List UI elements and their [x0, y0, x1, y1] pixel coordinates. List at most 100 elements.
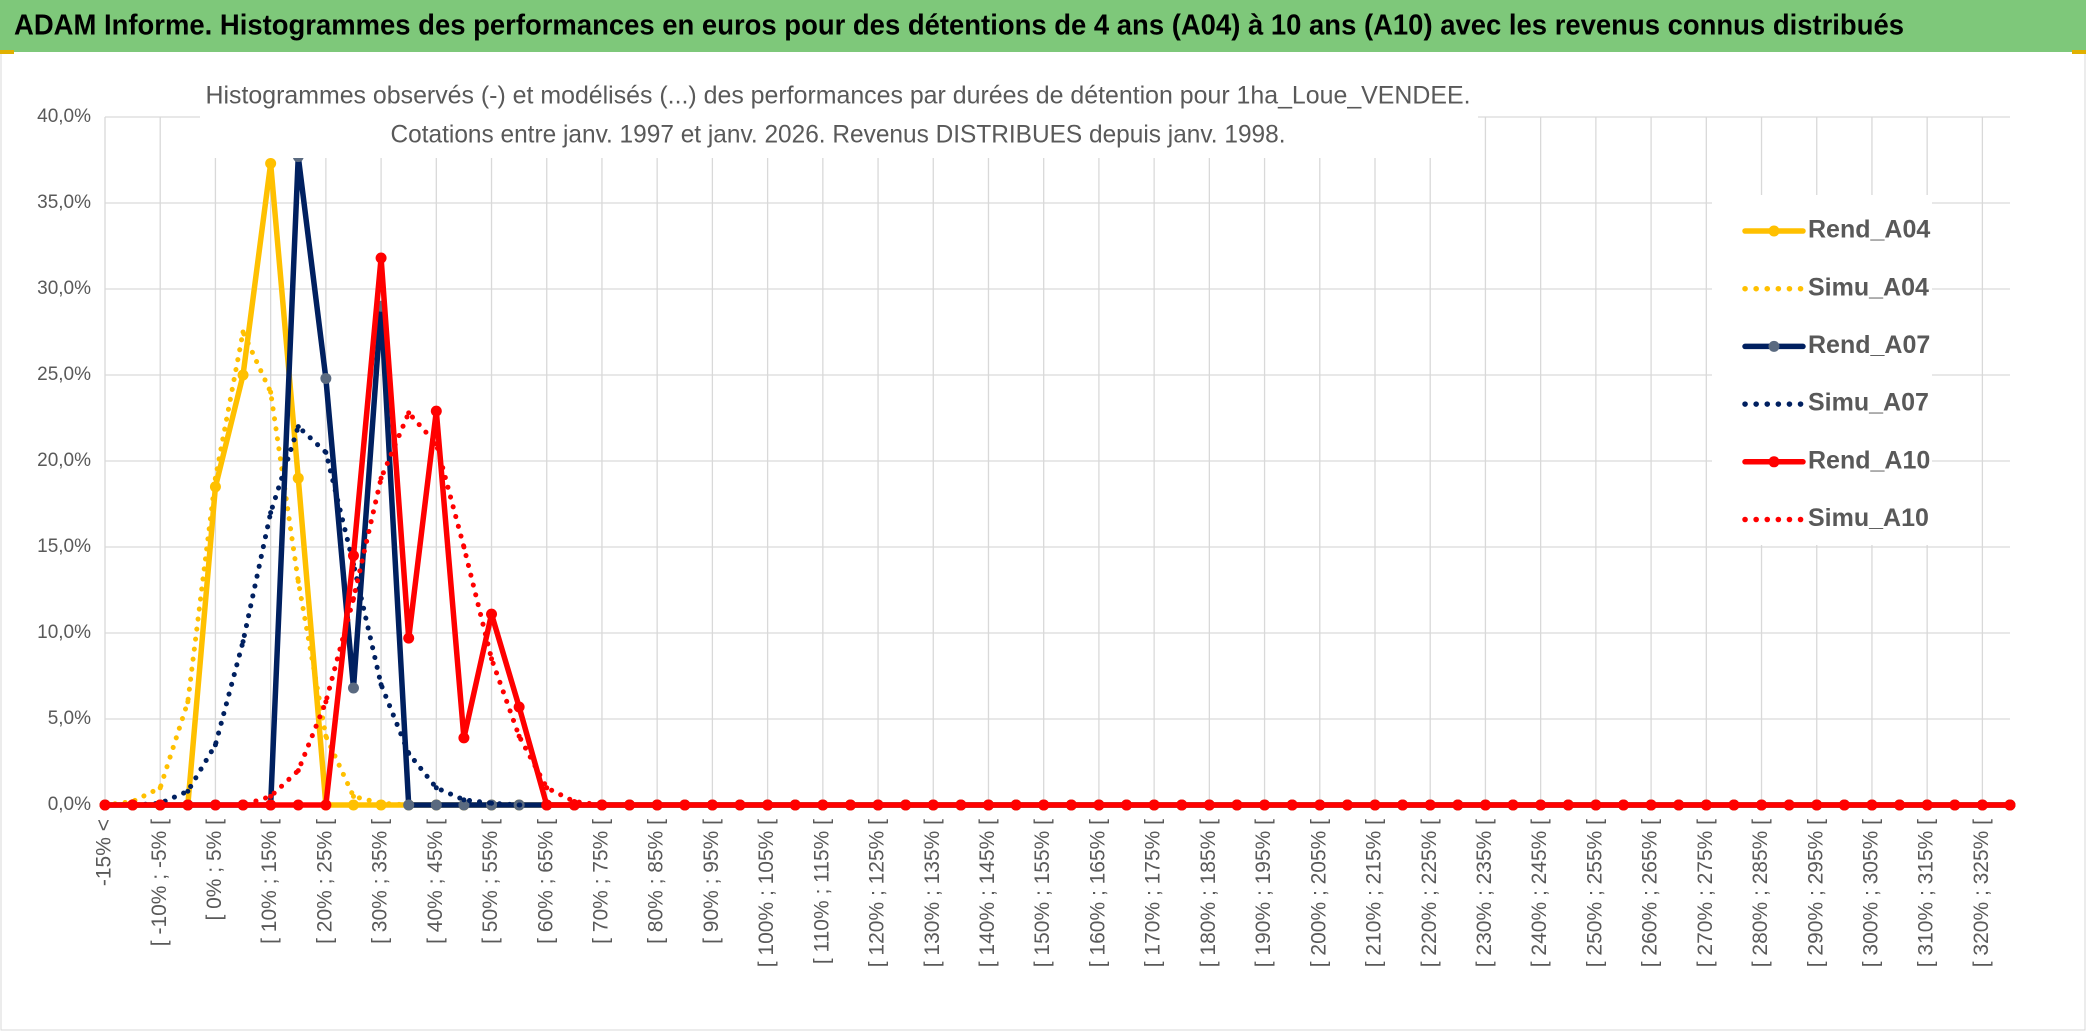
data-point: [1759, 802, 1765, 808]
y-tick-label: 40,0%: [37, 106, 91, 127]
data-point: [157, 802, 163, 808]
x-tick-label: [ 280% ; 285% [: [1749, 819, 1772, 967]
data-point: [1124, 802, 1130, 808]
data-point: [458, 799, 470, 811]
x-tick-label: [ 120% ; 125% [: [866, 819, 889, 967]
data-point: [292, 799, 304, 811]
data-point: [430, 799, 442, 811]
data-point: [541, 799, 553, 811]
data-point: [1703, 802, 1709, 808]
y-tick-label: 0,0%: [48, 794, 91, 815]
data-point: [903, 802, 909, 808]
legend-label: Rend_A10: [1808, 446, 1930, 474]
data-point: [1952, 802, 1958, 808]
chart-subtitle: Histogrammes observés (-) et modélisés (…: [206, 82, 1471, 110]
x-tick-label: [ 20% ; 25% [: [313, 819, 336, 944]
data-point: [295, 424, 301, 430]
data-point: [157, 785, 163, 791]
data-point: [295, 578, 301, 584]
data-point: [240, 329, 246, 335]
data-point: [765, 802, 771, 808]
data-point: [102, 802, 108, 808]
x-tick-label: -15% <: [93, 819, 116, 886]
data-point: [212, 802, 218, 808]
data-point: [320, 372, 332, 384]
data-point: [792, 802, 798, 808]
x-tick-label: [ 110% ; 115% [: [810, 819, 833, 964]
legend-marker: [1768, 456, 1780, 468]
data-point: [375, 252, 387, 264]
chart-title: ADAM Informe. Histogrammes des performan…: [14, 10, 1904, 42]
corner: [2072, 50, 2086, 54]
data-point: [486, 608, 498, 620]
data-point: [1979, 802, 1985, 808]
data-point: [350, 596, 356, 602]
data-point: [820, 802, 826, 808]
data-point: [1814, 802, 1820, 808]
x-tick-label: [ 150% ; 155% [: [1031, 819, 1054, 967]
data-point: [185, 802, 191, 808]
data-point: [1096, 802, 1102, 808]
data-point: [1400, 802, 1406, 808]
data-point: [1841, 802, 1847, 808]
x-tick-label: [ 170% ; 175% [: [1142, 819, 1165, 967]
data-point: [1676, 802, 1682, 808]
data-point: [403, 632, 415, 644]
data-point: [1731, 802, 1737, 808]
data-point: [737, 802, 743, 808]
x-tick-label: [ 260% ; 265% [: [1639, 819, 1662, 967]
data-point: [516, 733, 522, 739]
data-point: [571, 799, 577, 805]
data-point: [1151, 802, 1157, 808]
data-point: [1372, 802, 1378, 808]
y-tick-label: 15,0%: [37, 536, 91, 557]
data-point: [323, 699, 329, 705]
data-point: [458, 732, 470, 744]
data-point: [1620, 802, 1626, 808]
data-point: [1317, 802, 1323, 808]
x-tick-label: [ 310% ; 315% [: [1915, 819, 1938, 967]
data-point: [513, 701, 525, 713]
x-tick-label: [ -10% ; -5% [: [148, 819, 171, 946]
x-tick-label: [ 30% ; 35% [: [369, 819, 392, 944]
x-tick-label: [ 250% ; 255% [: [1583, 819, 1606, 967]
legend-label: Rend_A04: [1808, 216, 1930, 244]
legend-label: Simu_A04: [1808, 273, 1929, 301]
y-tick-label: 5,0%: [48, 708, 91, 729]
x-tick-label: [ 70% ; 75% [: [590, 819, 613, 944]
data-point: [1565, 802, 1571, 808]
data-point: [599, 802, 605, 808]
data-point: [875, 802, 881, 808]
data-point: [268, 510, 274, 516]
x-tick-label: [ 300% ; 305% [: [1860, 819, 1883, 967]
y-tick-label: 10,0%: [37, 622, 91, 643]
data-point: [544, 785, 550, 791]
data-point: [847, 802, 853, 808]
data-point: [130, 802, 136, 808]
data-point: [627, 802, 633, 808]
data-point: [350, 793, 356, 799]
data-point: [1262, 802, 1268, 808]
x-tick-label: [ 320% ; 325% [: [1970, 819, 1993, 967]
data-point: [1897, 802, 1903, 808]
data-point: [1924, 802, 1930, 808]
x-tick-label: [ 100% ; 105% [: [755, 819, 778, 967]
data-point: [682, 802, 688, 808]
data-point: [1289, 802, 1295, 808]
data-point: [1013, 802, 1019, 808]
x-tick-label: [ 0% ; 5% [: [203, 819, 226, 921]
data-point: [1068, 802, 1074, 808]
data-point: [1427, 802, 1433, 808]
data-point: [1344, 802, 1350, 808]
data-point: [347, 550, 359, 562]
data-point: [265, 799, 277, 811]
data-point: [1041, 802, 1047, 808]
data-point: [958, 802, 964, 808]
series-line: [102, 410, 2013, 808]
chart-subtitle: Cotations entre janv. 1997 et janv. 2026…: [391, 121, 1286, 149]
x-tick-label: [ 160% ; 165% [: [1086, 819, 1109, 967]
legend-marker: [1768, 225, 1780, 237]
data-point: [1234, 802, 1240, 808]
data-point: [489, 800, 495, 806]
data-point: [1538, 802, 1544, 808]
